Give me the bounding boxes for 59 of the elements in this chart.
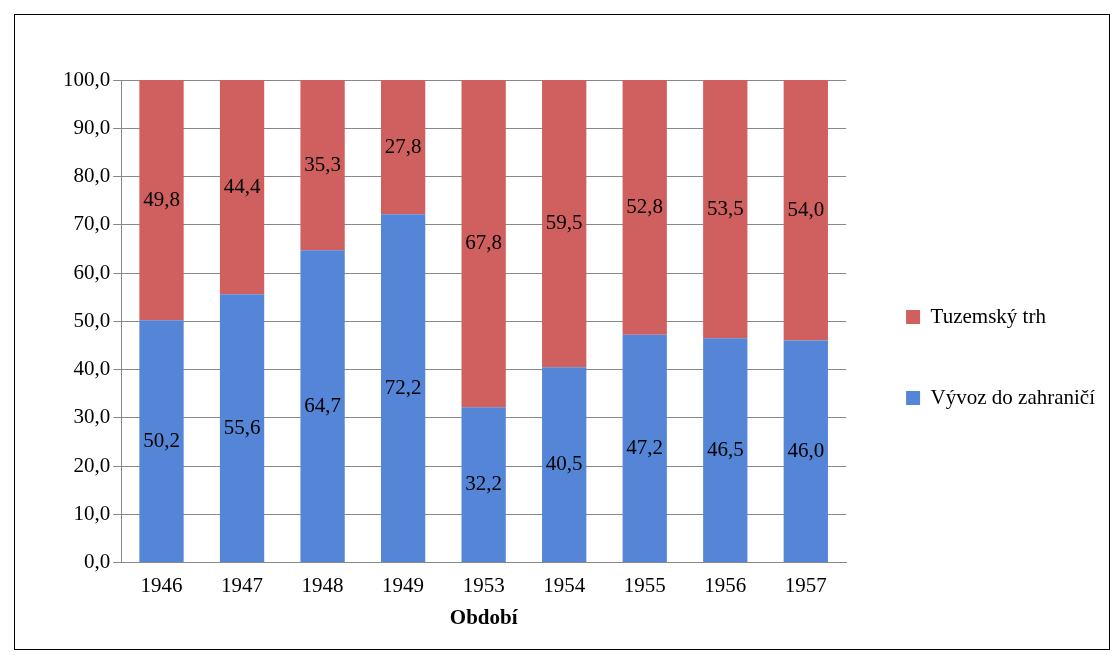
data-label: 72,2 (384, 374, 422, 399)
data-label: 59,5 (545, 210, 583, 235)
y-tick-label: 20,0 (73, 452, 111, 477)
data-label: 50,2 (143, 427, 180, 452)
legend-label: Vývoz do zahraničí (930, 384, 1096, 409)
y-tick-label: 10,0 (73, 500, 111, 525)
y-tick-label: 70,0 (73, 211, 111, 236)
x-tick-label: 1949 (382, 572, 425, 597)
x-tick-label: 1957 (784, 572, 827, 597)
y-tick-label: 30,0 (73, 404, 111, 429)
x-tick-label: 1947 (221, 572, 264, 597)
bar (300, 250, 345, 563)
data-label: 47,2 (626, 434, 664, 459)
legend-label: Tuzemský trh (930, 303, 1047, 328)
bar (703, 80, 748, 339)
x-tick-label: 1948 (301, 572, 344, 597)
bar (622, 80, 667, 335)
bar (542, 80, 587, 368)
y-tick-label: 90,0 (73, 114, 111, 139)
y-tick-label: 60,0 (73, 259, 111, 284)
x-axis-title: Období (449, 604, 519, 629)
bar (622, 334, 667, 563)
data-label: 67,8 (465, 230, 503, 255)
bar (461, 407, 506, 563)
bar (139, 320, 184, 563)
bar (139, 80, 184, 321)
bar (783, 340, 828, 563)
bar (380, 80, 426, 215)
bar (380, 214, 426, 563)
data-label: 54,0 (787, 196, 825, 221)
data-label: 52,8 (626, 193, 664, 218)
data-label: 35,3 (304, 151, 341, 176)
y-tick-label: 80,0 (73, 163, 111, 188)
x-tick-label: 1955 (623, 572, 666, 597)
x-tick-label: 1954 (543, 572, 586, 597)
bar (461, 80, 506, 408)
data-label: 49,8 (143, 186, 180, 211)
x-tick-label: 1953 (462, 572, 505, 597)
data-label: 53,5 (706, 195, 744, 220)
data-label: 64,7 (304, 392, 341, 417)
y-tick-label: 0,0 (84, 549, 111, 574)
bar (542, 367, 587, 563)
data-label: 27,8 (384, 133, 422, 158)
y-tick-label: 50,0 (73, 307, 111, 332)
bar (219, 80, 265, 295)
y-tick-label: 100,0 (63, 66, 111, 91)
bar (703, 338, 748, 563)
bar (783, 80, 828, 341)
x-tick-label: 1956 (704, 572, 747, 597)
data-label: 46,0 (787, 437, 825, 462)
data-label: 32,2 (465, 471, 503, 496)
data-label: 55,6 (223, 414, 261, 439)
x-tick-label: 1946 (140, 572, 183, 597)
y-tick-label: 40,0 (73, 356, 111, 381)
bar (219, 294, 265, 563)
data-label: 44,4 (223, 173, 261, 198)
bar (300, 80, 345, 251)
data-label: 46,5 (706, 436, 744, 461)
data-label: 40,5 (545, 451, 583, 476)
